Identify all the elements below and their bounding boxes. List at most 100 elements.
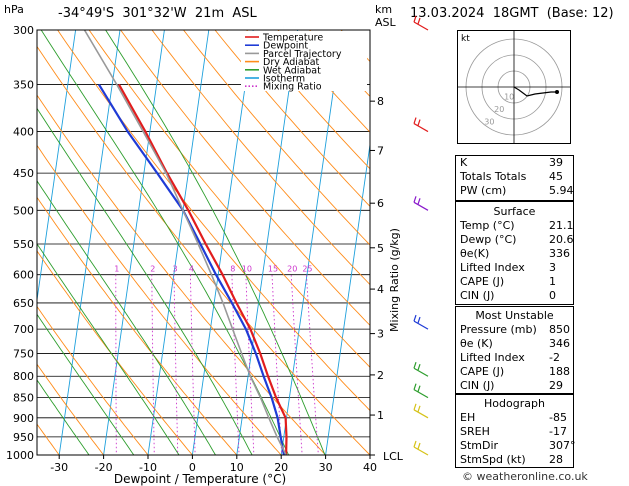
isotherm: [103, 30, 165, 455]
dry-adiabat: [245, 30, 370, 170]
km-tick-label: 5: [377, 242, 384, 255]
wet-adiabat: [37, 243, 180, 455]
mixing-ratio-line: [115, 274, 117, 455]
dry-adiabat: [37, 363, 105, 455]
row-label: Lifted Index: [460, 351, 525, 364]
mixing-ratio-label: 20: [287, 265, 297, 274]
isotherm: [369, 451, 370, 455]
mixing-ratio-label: 3: [172, 265, 177, 274]
row-value: -17: [549, 425, 567, 438]
km-tick-label: 7: [377, 144, 384, 157]
row-label: θe (K): [460, 337, 493, 350]
mixing-ratio-label: 2: [150, 265, 155, 274]
row-label: StmDir: [460, 439, 499, 452]
x-axis-title: Dewpoint / Temperature (°C): [114, 472, 286, 486]
row-value: -2: [549, 351, 560, 364]
mixing-ratio-line: [271, 274, 283, 455]
temperature-curve: [117, 83, 288, 455]
table-row: Pressure (mb) 850: [456, 323, 573, 337]
pressure-tick-label: 650: [13, 297, 34, 310]
dry-adiabat: [120, 30, 370, 327]
legend-label: Isotherm: [263, 74, 305, 85]
datetime: 13.03.2024 18GMT (Base: 12): [410, 6, 614, 21]
wind-barb-flag: [413, 403, 417, 410]
wind-barb-flag: [413, 314, 417, 322]
wind-barb-flag: [413, 440, 417, 448]
row-label: PW (cm): [460, 184, 507, 197]
wind-barb: [413, 446, 429, 456]
wind-barb-flag: [413, 362, 417, 369]
row-label: Dewp (°C): [460, 233, 517, 246]
dry-adiabat: [214, 30, 370, 208]
wind-barb-flag: [417, 405, 421, 412]
wind-barb-flag: [413, 383, 417, 390]
isotherm: [58, 30, 121, 455]
isotherm: [325, 141, 370, 455]
surface-title: Surface: [493, 205, 536, 218]
table-row: CAPE (J) 188: [456, 365, 573, 379]
most-unstable-table: Most Unstable Pressure (mb) 850 θe (K) 346 L…: [455, 306, 574, 394]
hodograph-table: Hodograph EH -85 SREH -17 StmDir 307° StmSpd (…: [455, 394, 576, 468]
mixing-ratio-label: 1: [114, 265, 119, 274]
asl-label: ASL: [375, 16, 396, 29]
pressure-tick-label: 900: [13, 412, 34, 425]
wet-adiabat: [37, 313, 135, 455]
row-value: 0: [549, 289, 556, 302]
table-row: StmSpd (kt) 28: [456, 453, 573, 467]
mixing-ratio-label: 4: [189, 265, 194, 274]
row-value: 850: [549, 323, 570, 336]
wind-barb-flag: [417, 17, 421, 25]
wind-barb: [413, 123, 429, 133]
km-tick-label: 8: [377, 95, 384, 108]
mixing-ratio-line: [173, 274, 179, 455]
row-value: 20.6: [549, 233, 574, 246]
hodograph-storm-motion: [555, 90, 559, 94]
row-label: SREH: [460, 425, 490, 438]
mixing-ratio-label: 25: [302, 265, 312, 274]
pressure-tick-label: 750: [13, 347, 34, 360]
wind-barb-flag: [417, 119, 421, 126]
pressure-tick-label: 550: [13, 238, 34, 251]
hodograph-kt-label: kt: [461, 34, 470, 44]
km-tick-label: 2: [377, 369, 384, 382]
km-tick-label: 1: [377, 409, 384, 422]
most-unstable-title: Most Unstable: [475, 309, 554, 322]
mixing-ratio-line: [245, 274, 255, 455]
dry-adiabat: [88, 30, 370, 368]
km-tick-label: 4: [377, 283, 384, 296]
table-row: Totals Totals 45: [456, 170, 573, 184]
row-value: 39: [549, 156, 563, 169]
parcel-trajectory-curve: [83, 30, 287, 455]
row-label: CIN (J): [460, 289, 495, 302]
pressure-tick-label: 400: [13, 126, 34, 139]
table-row: Temp (°C) 21.1: [456, 219, 574, 233]
mixing-ratio-line: [189, 274, 196, 455]
dry-adiabat: [37, 250, 193, 455]
x-tick-label: 40: [363, 461, 377, 474]
dry-adiabat: [37, 196, 238, 455]
table-row: PW (cm) 5.94: [456, 184, 574, 198]
mixing-ratio-line: [231, 274, 240, 455]
legend-label: Wet Adiabat: [263, 65, 321, 76]
row-value: 3: [549, 261, 556, 274]
mixing-ratio-line: [290, 274, 303, 455]
x-tick-label: -30: [50, 461, 68, 474]
row-value: 5.94: [549, 184, 574, 197]
hodograph-ring-label: 30: [484, 117, 494, 126]
mixing-ratio-title: Mixing Ratio (g/kg): [388, 228, 401, 332]
mixing-ratio-label: 10: [242, 265, 252, 274]
table-row: SREH -17: [456, 425, 573, 439]
pressure-tick-label: 800: [13, 370, 34, 383]
dry-adiabat: [182, 30, 370, 246]
hodograph-trace: [513, 86, 557, 97]
legend-label: Dewpoint: [263, 41, 308, 52]
wind-barb: [413, 201, 429, 211]
wind-barb-flag: [417, 198, 421, 205]
x-tick-label: 20: [274, 461, 288, 474]
mixing-ratio-label: 15: [268, 265, 278, 274]
wet-adiabat: [40, 30, 290, 455]
table-row: CAPE (J) 1: [456, 275, 573, 289]
hodograph-title: Hodograph: [484, 397, 545, 410]
location-title: -34°49'S 301°32'W 21m ASL: [58, 6, 257, 21]
